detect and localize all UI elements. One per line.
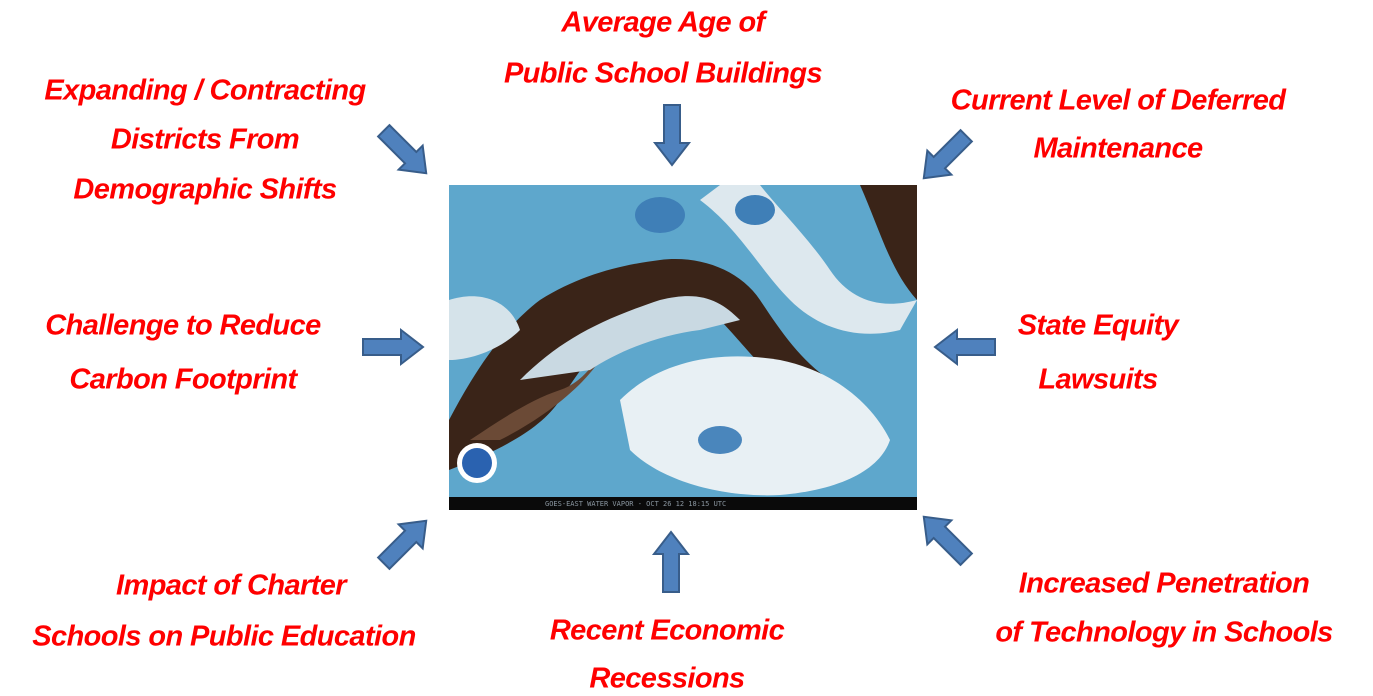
label-line: Public School Buildings (504, 58, 823, 90)
arrow (370, 507, 440, 577)
label-line: Lawsuits (1038, 364, 1158, 396)
label-line: Maintenance (1033, 133, 1203, 165)
label-line: Districts From (111, 124, 299, 156)
label-line: Expanding / Contracting (44, 75, 366, 107)
label-line: Recessions (589, 663, 745, 695)
label-line: Schools on Public Education (32, 621, 415, 653)
label-line: Recent Economic (550, 615, 785, 647)
label-line: Demographic Shifts (73, 174, 337, 206)
arrow (654, 104, 690, 166)
label-line: Challenge to Reduce (45, 310, 321, 342)
arrow (653, 531, 689, 593)
arrow (910, 122, 980, 192)
arrow (910, 503, 980, 573)
image-caption: GOES-EAST WATER VAPOR - OCT 26 12 18:15 … (545, 500, 726, 508)
label-line: of Technology in Schools (995, 617, 1333, 649)
label-line: State Equity (1018, 310, 1181, 342)
label-line: Carbon Footprint (69, 364, 298, 396)
arrow (370, 117, 440, 187)
label-line: Increased Penetration (1019, 568, 1309, 600)
satellite-image: GOES-EAST WATER VAPOR - OCT 26 12 18:15 … (449, 185, 917, 510)
arrow (934, 329, 996, 365)
label-line: Average Age of (560, 7, 768, 39)
arrow (362, 329, 424, 365)
label-line: Impact of Charter (116, 570, 348, 602)
label-line: Current Level of Deferred (951, 85, 1288, 117)
